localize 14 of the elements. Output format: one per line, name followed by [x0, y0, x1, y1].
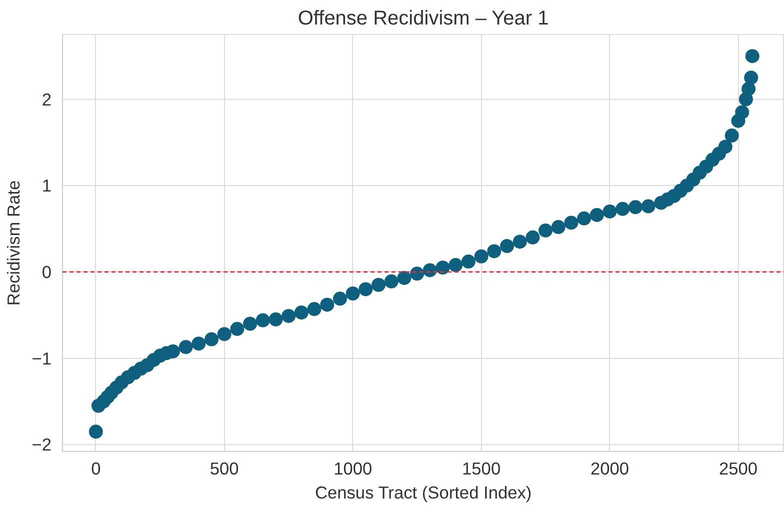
chart-title: Offense Recidivism – Year 1: [298, 8, 549, 30]
x-tick-label: 500: [210, 458, 239, 478]
x-tick-label: 2000: [590, 458, 630, 478]
x-tick-label: 1500: [462, 458, 501, 478]
y-tick-label: −2: [32, 434, 52, 455]
y-tick-label: −1: [32, 348, 52, 368]
x-tick-label: 1000: [334, 458, 372, 478]
x-tick-label: 2500: [718, 458, 758, 478]
x-tick-label: 0: [91, 458, 101, 478]
y-tick-label: 0: [42, 262, 52, 282]
x-axis-title: Census Tract (Sorted Index): [314, 482, 532, 502]
y-tick-label: 1: [42, 176, 52, 196]
y-axis-title: Recidivism Rate: [4, 180, 24, 306]
y-tick-label: 2: [42, 89, 52, 110]
